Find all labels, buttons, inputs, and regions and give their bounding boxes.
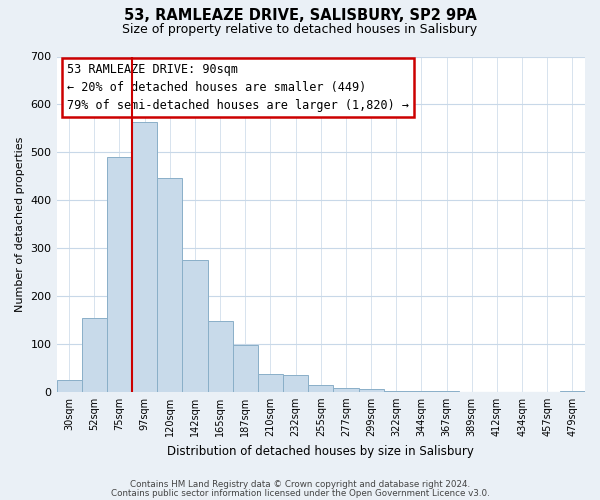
Text: Size of property relative to detached houses in Salisbury: Size of property relative to detached ho… [122,22,478,36]
X-axis label: Distribution of detached houses by size in Salisbury: Distribution of detached houses by size … [167,444,474,458]
Bar [233,345,258,392]
Bar [334,388,359,392]
Bar [82,318,107,392]
Bar [107,157,132,392]
Text: Contains HM Land Registry data © Crown copyright and database right 2024.: Contains HM Land Registry data © Crown c… [130,480,470,489]
Bar [283,375,308,392]
Bar [208,322,233,392]
Text: 53 RAMLEAZE DRIVE: 90sqm
← 20% of detached houses are smaller (449)
79% of semi-: 53 RAMLEAZE DRIVE: 90sqm ← 20% of detach… [67,63,409,112]
Bar [359,390,383,392]
Text: Contains public sector information licensed under the Open Government Licence v3: Contains public sector information licen… [110,488,490,498]
Bar [560,391,585,392]
Y-axis label: Number of detached properties: Number of detached properties [15,136,25,312]
Bar [308,385,334,392]
Bar [383,391,409,392]
Bar [182,260,208,392]
Bar [132,122,157,392]
Bar [56,380,82,392]
Bar [258,374,283,392]
Bar [157,178,182,392]
Text: 53, RAMLEAZE DRIVE, SALISBURY, SP2 9PA: 53, RAMLEAZE DRIVE, SALISBURY, SP2 9PA [124,8,476,22]
